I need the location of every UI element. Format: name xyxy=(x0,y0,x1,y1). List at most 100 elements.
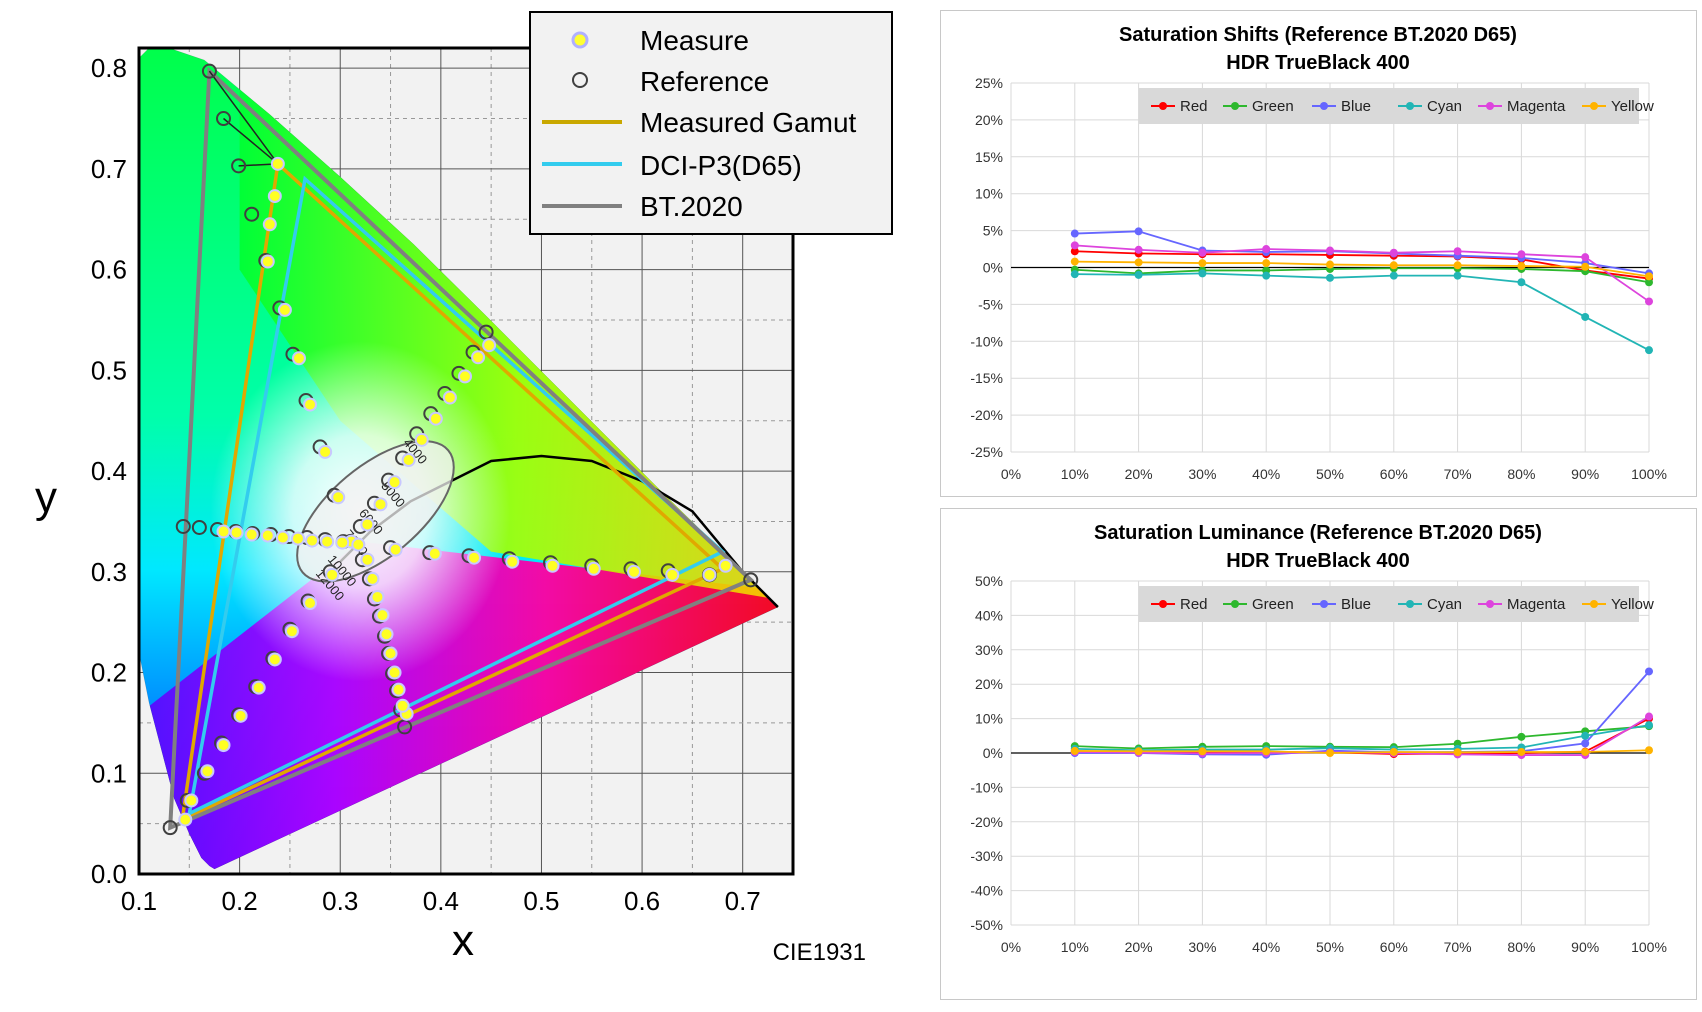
data-point-cyan xyxy=(1581,731,1590,740)
y-tick-label: -25% xyxy=(970,444,1003,460)
measured-point xyxy=(303,596,318,611)
y-tick-label: 10% xyxy=(975,186,1003,202)
measured-point xyxy=(184,793,199,808)
legend-swatch-marker xyxy=(1159,600,1167,608)
y-tick-label: 0.7 xyxy=(91,154,127,184)
measured-point xyxy=(665,567,680,582)
data-point-blue xyxy=(1645,667,1653,676)
locus-outline xyxy=(139,48,779,870)
series-line-green xyxy=(1074,267,1650,284)
y-tick-label: -15% xyxy=(970,370,1003,386)
data-point-blue xyxy=(1581,739,1590,748)
measured-point xyxy=(401,452,416,467)
data-point-magenta xyxy=(1389,248,1398,257)
legend-dcip3-label: DCI-P3(D65) xyxy=(640,150,802,181)
x-tick-label: 0% xyxy=(1001,466,1021,482)
measured-point xyxy=(267,652,282,667)
plot-frame xyxy=(137,46,795,876)
series-line-cyan xyxy=(1074,272,1650,351)
y-tick-label: 40% xyxy=(975,607,1003,623)
measured-point xyxy=(360,552,375,567)
legend-label: Red xyxy=(1180,98,1208,115)
x-tick-label: 20% xyxy=(1125,939,1153,955)
x-tick-label: 40% xyxy=(1252,466,1280,482)
legend-reference-label: Reference xyxy=(640,66,769,97)
chart-subtitle: HDR TrueBlack 400 xyxy=(1226,52,1409,74)
x-tick-label: 30% xyxy=(1188,939,1216,955)
measured-point xyxy=(471,350,486,365)
legend-label: Yellow xyxy=(1611,596,1654,613)
data-point-blue xyxy=(1070,229,1079,238)
x-tick-label: 0.2 xyxy=(222,886,258,916)
measured-point xyxy=(229,525,244,540)
cie1931-plot: 40005000600070001000012000 0.10.20.30.40… xyxy=(35,11,893,966)
measured-point xyxy=(351,537,366,552)
y-tick-label: 0.1 xyxy=(91,758,127,788)
legend-swatch-marker xyxy=(1159,102,1167,110)
measured-point xyxy=(262,217,277,232)
x-tick-label: 0.6 xyxy=(624,886,660,916)
y-tick-label: -50% xyxy=(970,917,1003,933)
legend-reference-symbol xyxy=(572,72,588,88)
gamut-triangles xyxy=(168,66,755,831)
saturation-shifts-chart: Saturation Shifts (Reference BT.2020 D65… xyxy=(940,10,1697,497)
legend-swatch-marker xyxy=(1231,102,1239,110)
measured-point xyxy=(260,254,275,269)
cct-ellipse xyxy=(296,440,455,583)
measured-point xyxy=(467,550,482,565)
legend-swatch-marker xyxy=(1406,102,1414,110)
y-tick-label: 0.8 xyxy=(91,53,127,83)
measured-point xyxy=(244,527,259,542)
measured-point xyxy=(387,665,402,680)
axis-ticks: 0.1 0.2 0.3 0.4 0.5 0.6 0.70.00.10.20.30.40.50… xyxy=(91,53,761,916)
legend-swatch-marker xyxy=(1590,102,1598,110)
cie1931-chromaticity-chart: 40005000600070001000012000 0.10.20.30.40… xyxy=(35,11,893,966)
data-point-magenta xyxy=(1070,241,1079,250)
series-line-green xyxy=(1074,725,1650,750)
legend-measure-symbol xyxy=(571,31,589,49)
gamut-measured-gamut xyxy=(180,160,726,823)
measured-point xyxy=(331,490,346,505)
measured-point xyxy=(318,444,333,459)
legend-swatch-marker xyxy=(1320,102,1328,110)
measured-point xyxy=(216,738,231,753)
x-tick-label: 70% xyxy=(1444,466,1472,482)
data-point-cyan xyxy=(1581,312,1590,321)
series-line-yellow xyxy=(1074,260,1650,278)
data-point-magenta xyxy=(1645,297,1653,306)
chart-title: Saturation Shifts (Reference BT.2020 D65… xyxy=(1119,24,1517,46)
legend-swatch-marker xyxy=(1231,600,1239,608)
cie1931-label: CIE1931 xyxy=(773,939,866,966)
data-point-yellow xyxy=(1198,747,1207,756)
measured-point xyxy=(320,534,335,549)
measured-point xyxy=(290,531,305,546)
data-point-yellow xyxy=(1645,272,1653,281)
data-point-cyan xyxy=(1198,269,1207,278)
legend-label: Magenta xyxy=(1507,98,1566,115)
y-tick-label: 0.4 xyxy=(91,456,127,486)
data-point-yellow xyxy=(1262,747,1271,756)
x-tick-label: 0.1 xyxy=(121,886,157,916)
reference-point xyxy=(216,111,232,127)
legend: Red Green Blue Cyan Magenta Yellow xyxy=(1139,88,1654,124)
measured-point xyxy=(383,646,398,661)
measured-point xyxy=(718,558,733,573)
data-point-yellow xyxy=(1453,748,1462,757)
measured-point xyxy=(586,561,601,576)
measured-point xyxy=(251,680,266,695)
measured-point xyxy=(260,528,275,543)
saturation-luminance-chart: Saturation Luminance (Reference BT.2020 … xyxy=(940,508,1697,1000)
saturation-shifts-plot: Saturation Shifts (Reference BT.2020 D65… xyxy=(970,24,1667,482)
x-tick-label: 0.7 xyxy=(725,886,761,916)
x-tick-label: 10% xyxy=(1061,939,1089,955)
legend-swatch-marker xyxy=(1590,600,1598,608)
data-point-magenta xyxy=(1198,248,1207,257)
legend-box xyxy=(1139,586,1639,622)
y-tick-label: 50% xyxy=(975,573,1003,589)
data-point-magenta xyxy=(1517,250,1526,259)
data-point-yellow xyxy=(1070,746,1079,755)
data-point-magenta xyxy=(1326,246,1334,255)
measured-points xyxy=(178,156,733,827)
y-tick-label: -10% xyxy=(970,333,1003,349)
legend-measured-gamut-label: Measured Gamut xyxy=(640,107,857,138)
